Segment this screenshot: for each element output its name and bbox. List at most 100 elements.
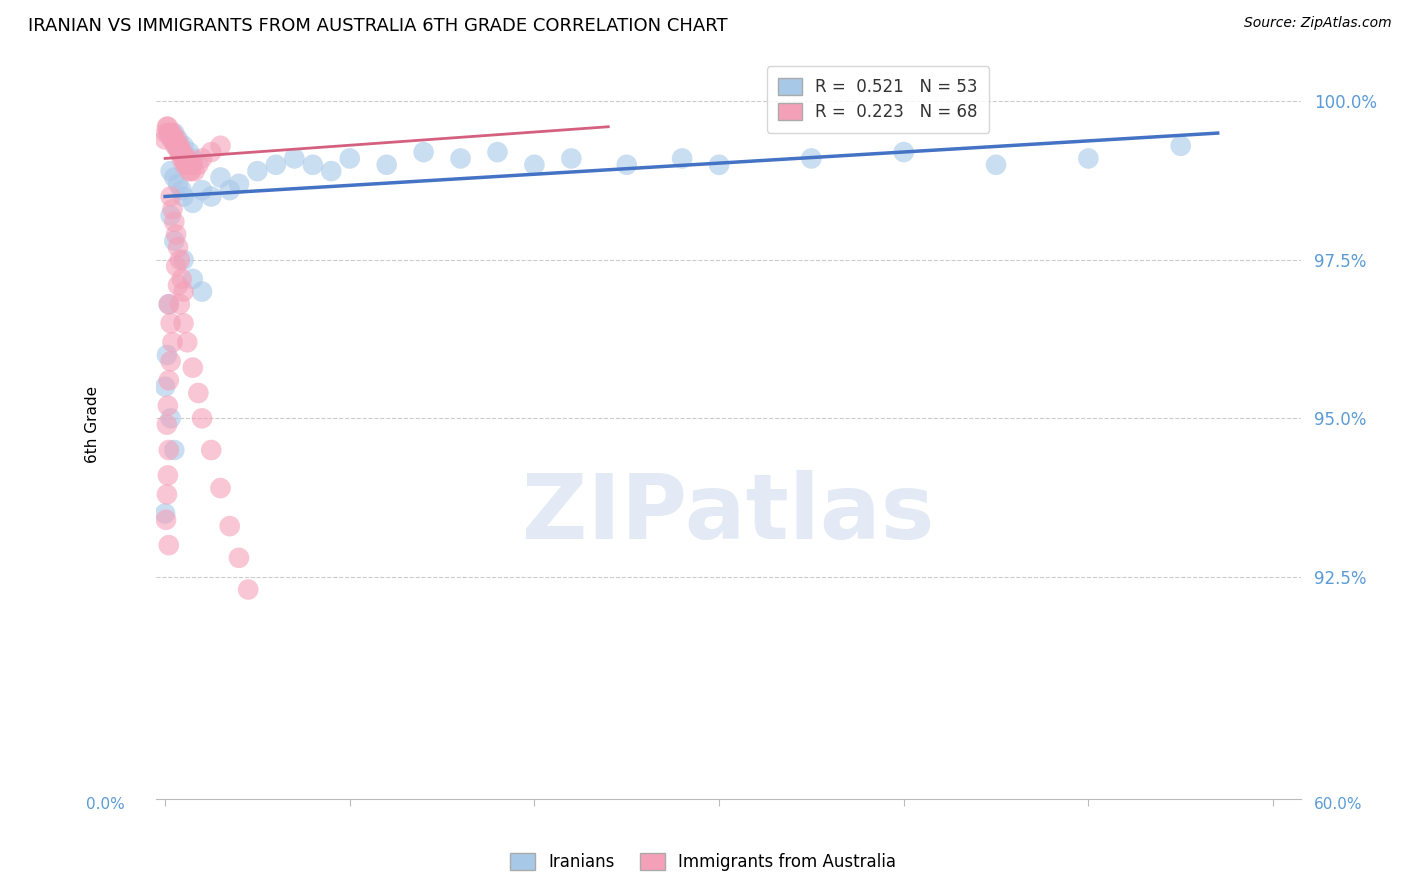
Legend: Iranians, Immigrants from Australia: Iranians, Immigrants from Australia	[502, 845, 904, 880]
Point	[228, 177, 250, 191]
Point	[165, 259, 187, 273]
Point	[163, 215, 186, 229]
Point	[800, 152, 823, 166]
Point	[1077, 152, 1099, 166]
Point	[170, 152, 193, 166]
Point	[162, 132, 184, 146]
Point	[486, 145, 509, 160]
Point	[246, 164, 269, 178]
Point	[671, 152, 693, 166]
Point	[209, 170, 232, 185]
Point	[523, 158, 546, 172]
Point	[155, 513, 177, 527]
Point	[159, 209, 181, 223]
Point	[163, 126, 186, 140]
Point	[169, 297, 191, 311]
Point	[450, 152, 472, 166]
Text: 60.0%: 60.0%	[1315, 797, 1362, 812]
Point	[157, 297, 180, 311]
Point	[169, 138, 191, 153]
Point	[163, 234, 186, 248]
Point	[173, 152, 195, 166]
Point	[170, 272, 193, 286]
Point	[301, 158, 323, 172]
Point	[156, 120, 179, 134]
Point	[163, 132, 186, 146]
Point	[187, 386, 209, 401]
Point	[170, 183, 193, 197]
Point	[159, 164, 181, 178]
Point	[157, 297, 180, 311]
Point	[173, 252, 195, 267]
Point	[169, 145, 191, 160]
Point	[160, 132, 183, 146]
Text: ZIPatlas: ZIPatlas	[522, 470, 935, 558]
Text: Source: ZipAtlas.com: Source: ZipAtlas.com	[1244, 16, 1392, 29]
Point	[167, 278, 190, 293]
Point	[238, 582, 260, 597]
Point	[177, 145, 200, 160]
Point	[156, 120, 179, 134]
Point	[173, 138, 195, 153]
Point	[181, 195, 204, 210]
Point	[157, 126, 180, 140]
Text: 0.0%: 0.0%	[86, 797, 125, 812]
Point	[167, 177, 190, 191]
Point	[200, 145, 222, 160]
Point	[191, 152, 214, 166]
Point	[191, 411, 214, 425]
Point	[162, 132, 184, 146]
Point	[176, 158, 198, 172]
Point	[218, 183, 240, 197]
Point	[375, 158, 398, 172]
Point	[321, 164, 343, 178]
Point	[209, 481, 232, 495]
Point	[167, 240, 190, 254]
Point	[560, 152, 582, 166]
Point	[153, 132, 176, 146]
Point	[163, 170, 186, 185]
Point	[176, 335, 198, 350]
Point	[157, 126, 180, 140]
Point	[181, 360, 204, 375]
Point	[172, 145, 194, 160]
Point	[163, 443, 186, 458]
Point	[176, 152, 198, 166]
Point	[174, 152, 197, 166]
Point	[156, 399, 179, 413]
Point	[183, 164, 205, 178]
Point	[159, 189, 181, 203]
Point	[165, 227, 187, 242]
Point	[180, 164, 202, 178]
Point	[169, 252, 191, 267]
Point	[218, 519, 240, 533]
Point	[155, 126, 177, 140]
Point	[177, 164, 200, 178]
Point	[159, 411, 181, 425]
Point	[412, 145, 434, 160]
Point	[173, 316, 195, 330]
Point	[159, 316, 181, 330]
Point	[165, 138, 187, 153]
Point	[200, 443, 222, 458]
Y-axis label: 6th Grade: 6th Grade	[86, 386, 100, 463]
Text: IRANIAN VS IMMIGRANTS FROM AUSTRALIA 6TH GRADE CORRELATION CHART: IRANIAN VS IMMIGRANTS FROM AUSTRALIA 6TH…	[28, 17, 728, 35]
Point	[181, 272, 204, 286]
Point	[173, 189, 195, 203]
Point	[209, 138, 232, 153]
Point	[170, 145, 193, 160]
Point	[1170, 138, 1192, 153]
Point	[181, 158, 204, 172]
Point	[162, 335, 184, 350]
Point	[200, 189, 222, 203]
Point	[156, 417, 179, 432]
Point	[174, 152, 197, 166]
Point	[167, 132, 190, 146]
Point	[191, 285, 214, 299]
Point	[228, 550, 250, 565]
Point	[179, 158, 201, 172]
Point	[153, 507, 176, 521]
Point	[166, 138, 188, 153]
Point	[153, 379, 176, 393]
Point	[173, 285, 195, 299]
